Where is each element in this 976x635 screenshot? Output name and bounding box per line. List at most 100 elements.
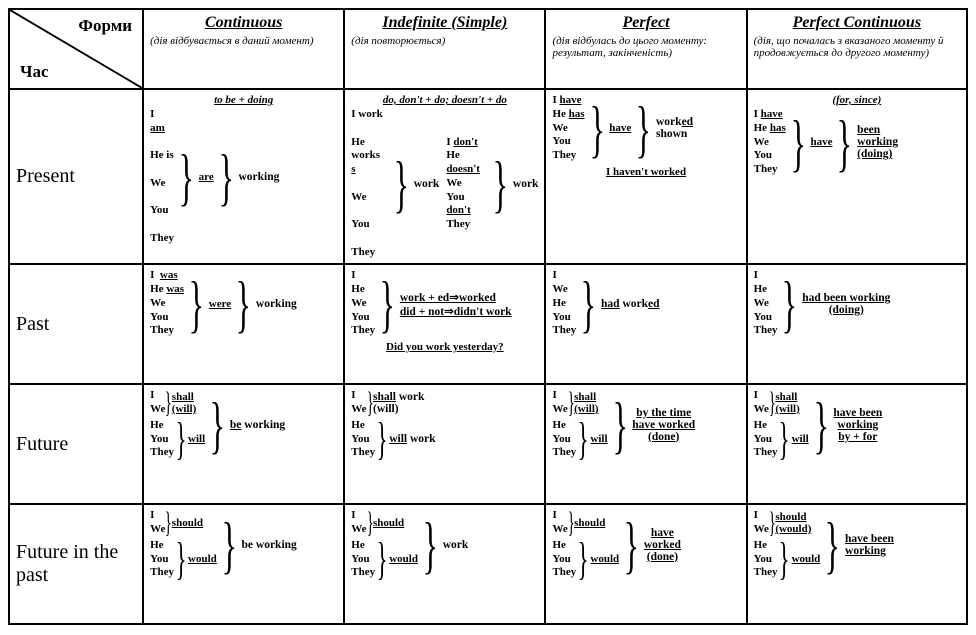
verb: working [238, 171, 279, 183]
brace-icon: } [769, 511, 776, 535]
cell-futurepast-perfect-continuous: IWe } should (would) HeYouThey } would }… [747, 504, 967, 624]
brace-icon: } [210, 399, 225, 450]
brace-icon: } [567, 511, 574, 535]
col-continuous: Continuous (дія відбувається в даний мом… [143, 9, 344, 89]
cell-futurepast-continuous: IWe } should HeYouThey } would } be work… [143, 504, 344, 624]
cell-future-perfect: IWe } shall (will) HeYouThey } will } by… [545, 384, 746, 504]
col-title: Continuous [150, 14, 337, 32]
brace-icon: } [493, 158, 508, 209]
cell-present-indefinite: do, don't + do; doesn't + do I work He w… [344, 89, 545, 264]
brace-icon: } [769, 391, 776, 415]
brace-icon: } [581, 278, 596, 329]
corner-top-label: Форми [78, 16, 132, 36]
cell-past-continuous: I was He was We You They } were } workin… [143, 264, 344, 384]
cell-present-perfect-continuous: (for, since) I have He has We You They }… [747, 89, 967, 264]
aux: are [199, 171, 214, 183]
brace-icon: } [837, 117, 852, 168]
row-future: Future IWe } shall (will) HeYouThey } wi… [9, 384, 967, 504]
brace-icon: } [779, 541, 790, 578]
subjects: I He We You They [754, 269, 778, 338]
brace-icon: } [589, 103, 604, 154]
brace-icon: } [394, 158, 409, 209]
cell-futurepast-perfect: IWe } should HeYouThey } would } have wo… [545, 504, 746, 624]
brace-icon: } [165, 511, 172, 535]
verb: have been working [845, 533, 894, 557]
cell-future-indefinite: IWe } shall work(will) HeYouThey } will … [344, 384, 545, 504]
subjects: I have He has We You They [754, 108, 786, 177]
col-title: Perfect [552, 14, 739, 32]
subjects: I have He has We You They [552, 94, 584, 163]
brace-icon: } [790, 117, 805, 168]
verbs: have been working by + for [833, 407, 882, 443]
brace-icon: } [779, 421, 790, 458]
brace-icon: } [377, 541, 388, 578]
row-label: Future in the past [9, 504, 143, 624]
subjects: I was He was We You They [150, 269, 184, 338]
cell-past-perfect-continuous: I He We You They } had been working (doi… [747, 264, 967, 384]
brace-icon: } [624, 519, 639, 570]
row-future-past: Future in the past IWe } should HeYouThe… [9, 504, 967, 624]
cell-future-perfect-continuous: IWe } shall (will) HeYouThey } will } ha… [747, 384, 967, 504]
verb: had been working (doing) [802, 292, 890, 316]
brace-icon: } [175, 421, 186, 458]
col-title: Indefinite (Simple) [351, 14, 538, 32]
header-row: Форми Час Continuous (дія відбувається в… [9, 9, 967, 89]
col-desc: (дія повторюється) [351, 35, 538, 47]
tense-table: Форми Час Continuous (дія відбувається в… [8, 8, 968, 625]
cell-futurepast-indefinite: IWe } should HeYouThey } would } work [344, 504, 545, 624]
brace-icon: } [175, 541, 186, 578]
brace-icon: } [567, 391, 574, 415]
subjects-pos: I work He works s We You They [351, 108, 389, 259]
row-label: Future [9, 384, 143, 504]
brace-icon: } [423, 519, 438, 570]
brace-icon: } [179, 151, 194, 202]
brace-icon: } [366, 511, 373, 535]
brace-icon: } [782, 278, 797, 329]
brace-icon: } [380, 278, 395, 329]
rules: work + ed⇒worked did + not⇒didn't work [400, 290, 512, 318]
brace-icon: } [165, 391, 172, 415]
subjects-neg: I don't He doesn't We You don't They [446, 136, 488, 232]
col-title: Perfect Continuous [754, 14, 960, 32]
brace-icon: } [236, 278, 251, 329]
verbs: been working (doing) [857, 124, 898, 160]
brace-icon: } [221, 519, 236, 570]
cell-present-perfect: I have He has We You They } have } worke… [545, 89, 746, 264]
formula: to be + doing [150, 94, 337, 106]
brace-icon: } [218, 151, 233, 202]
subjects: I am He is We You They [150, 108, 174, 246]
brace-icon: } [825, 519, 840, 570]
formula: (for, since) [754, 94, 960, 106]
cell-present-continuous: to be + doing I am He is We You They } a… [143, 89, 344, 264]
col-desc: (дія, що почалась з вказаного моменту й … [754, 35, 960, 59]
formula: do, don't + do; doesn't + do [351, 94, 538, 106]
question: Did you work yesterday? [351, 341, 538, 353]
col-perfect: Perfect (дія відбулась до цього моменту:… [545, 9, 746, 89]
brace-icon: } [578, 541, 589, 578]
verbs: by the time have worked (done) [632, 407, 695, 443]
subjects: I He We You They [351, 269, 375, 338]
col-perfect-continuous: Perfect Continuous (дія, що почалась з в… [747, 9, 967, 89]
brace-icon: } [636, 103, 651, 154]
row-past: Past I was He was We You They } were } w… [9, 264, 967, 384]
brace-icon: } [612, 399, 627, 450]
verb: have worked (done) [644, 527, 681, 563]
verbs: worked shown [656, 116, 693, 140]
col-desc: (дія відбувається в даний момент) [150, 35, 337, 47]
row-label: Present [9, 89, 143, 264]
row-present: Present to be + doing I am He is We You … [9, 89, 967, 264]
cell-past-indefinite: I He We You They } work + ed⇒worked did … [344, 264, 545, 384]
col-indefinite: Indefinite (Simple) (дія повторюється) [344, 9, 545, 89]
brace-icon: } [189, 278, 204, 329]
col-desc: (дія відбулась до цього моменту: результ… [552, 35, 739, 59]
note: I haven't worked [552, 166, 739, 178]
brace-icon: } [578, 421, 589, 458]
cell-future-continuous: IWe } shall (will) HeYouThey } will } be… [143, 384, 344, 504]
subjects: I We He You They [552, 269, 576, 338]
groups: IWe } shall (will) HeYouThey } will [150, 389, 205, 460]
brace-icon: } [366, 391, 373, 415]
row-label: Past [9, 264, 143, 384]
brace-icon: } [377, 421, 388, 458]
corner-cell: Форми Час [9, 9, 143, 89]
corner-bottom-label: Час [20, 62, 49, 82]
